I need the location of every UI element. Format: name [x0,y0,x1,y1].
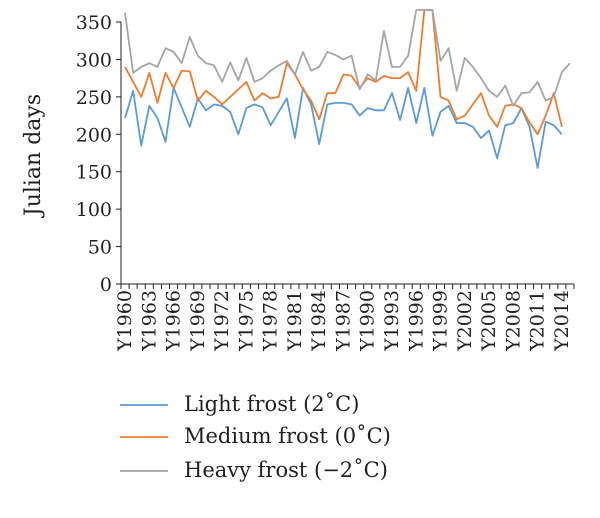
x-tick-label: Y1975 [235,290,257,352]
legend-label-2: Medium frost (0˚C) [184,424,391,448]
legend-label-3: Heavy frost (−2˚C) [184,458,388,482]
x-tick-label: Y1978 [260,290,282,352]
legend-label-1: Light frost (2˚C) [184,392,359,416]
x-tick-label: Y2002 [454,290,476,352]
series-line-3 [124,9,571,107]
x-tick-label: Y1993 [381,290,403,352]
y-tick-label: 350 [76,12,112,34]
series-line-1 [124,86,563,169]
x-tick-label: Y2011 [527,290,549,352]
legend: Light frost (2˚C) Medium frost (0˚C) Heavy… [120,392,391,482]
series-line-2 [124,9,563,136]
y-tick-label: 100 [76,199,112,221]
plot-area: 0 50 100 150 200 250 300 350 Y1960 Y1963 Y1966 Y196… [76,9,575,352]
x-tick-label: Y2005 [478,290,500,352]
y-tick-label: 150 [76,162,112,184]
x-tick-label: Y1990 [357,290,379,352]
x-tick-label: Y1987 [332,290,354,352]
x-tick-label: Y1972 [211,290,233,352]
x-tick-label: Y1984 [308,290,330,352]
y-tick-label: 0 [100,274,112,296]
y-tick-label: 250 [76,87,112,109]
x-tick-label: Y1996 [405,290,427,352]
x-tick-label: Y1966 [163,290,185,352]
y-axis-title: Julian days [21,94,46,218]
y-tick-label: 300 [76,49,112,71]
x-tick-label: Y1963 [138,290,160,352]
y-tick-label: 200 [76,124,112,146]
y-tick-label: 50 [88,237,112,259]
x-tick-label: Y1969 [187,290,209,352]
x-tick-label: Y1981 [284,290,306,352]
x-tick-label: Y2014 [551,290,573,352]
x-tick-label: Y1960 [114,290,136,352]
x-tick-label: Y1999 [430,290,452,352]
x-tick-label: Y2008 [502,290,524,352]
